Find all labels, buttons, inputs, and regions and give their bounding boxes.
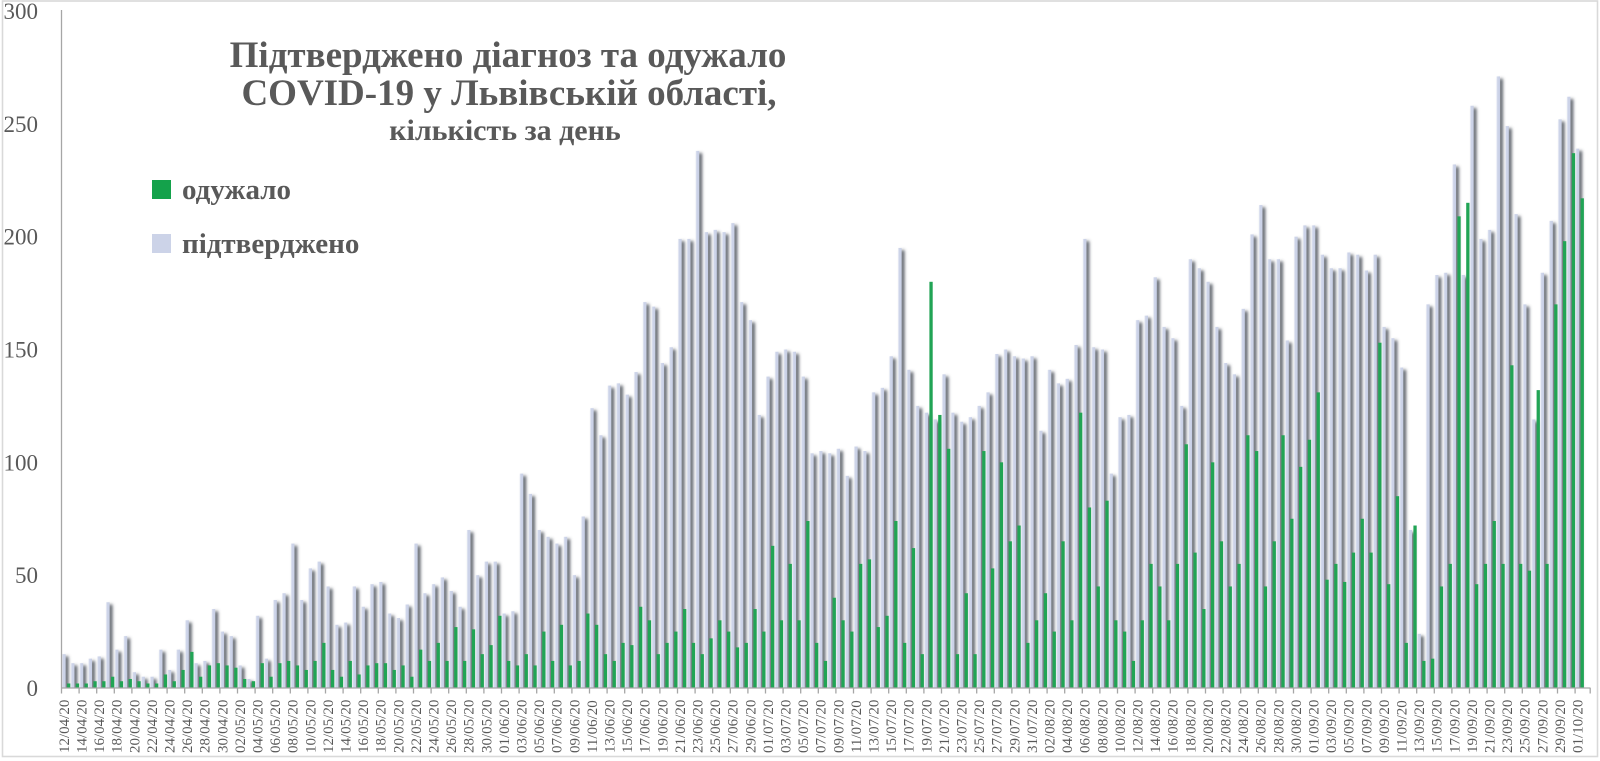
svg-text:08/05/20: 08/05/20	[286, 700, 302, 753]
svg-text:250: 250	[4, 112, 39, 137]
svg-text:03/09/20: 03/09/20	[1324, 700, 1340, 753]
svg-text:14/08/20: 14/08/20	[1148, 700, 1164, 753]
svg-text:09/09/20: 09/09/20	[1377, 700, 1393, 753]
svg-text:29/09/20: 29/09/20	[1553, 700, 1569, 753]
svg-text:14/04/20: 14/04/20	[75, 700, 91, 753]
svg-text:18/05/20: 18/05/20	[374, 700, 390, 753]
svg-text:01/10/20: 01/10/20	[1571, 700, 1587, 753]
svg-text:13/09/20: 13/09/20	[1412, 700, 1428, 753]
svg-text:15/09/20: 15/09/20	[1430, 700, 1446, 753]
svg-text:одужало: одужало	[182, 174, 291, 206]
svg-text:01/07/20: 01/07/20	[761, 700, 777, 753]
svg-text:04/08/20: 04/08/20	[1060, 700, 1076, 753]
svg-text:23/06/20: 23/06/20	[691, 700, 707, 753]
svg-text:03/06/20: 03/06/20	[515, 700, 531, 753]
svg-text:29/06/20: 29/06/20	[743, 700, 759, 753]
svg-text:23/09/20: 23/09/20	[1500, 700, 1516, 753]
svg-text:12/08/20: 12/08/20	[1131, 700, 1147, 753]
svg-text:11/09/20: 11/09/20	[1395, 700, 1411, 753]
svg-text:06/08/20: 06/08/20	[1078, 700, 1094, 753]
svg-text:10/08/20: 10/08/20	[1113, 700, 1129, 753]
svg-text:01/06/20: 01/06/20	[497, 700, 513, 753]
svg-text:300: 300	[4, 0, 39, 24]
svg-text:03/07/20: 03/07/20	[779, 700, 795, 753]
svg-text:19/09/20: 19/09/20	[1465, 700, 1481, 753]
svg-text:Підтверджено діагноз та одужал: Підтверджено діагноз та одужало	[230, 35, 787, 76]
svg-text:20/08/20: 20/08/20	[1201, 700, 1217, 753]
svg-text:26/04/20: 26/04/20	[180, 700, 196, 753]
svg-text:21/06/20: 21/06/20	[673, 700, 689, 753]
svg-text:18/08/20: 18/08/20	[1183, 700, 1199, 753]
svg-text:30/08/20: 30/08/20	[1289, 700, 1305, 753]
svg-text:02/08/20: 02/08/20	[1043, 700, 1059, 753]
svg-text:0: 0	[27, 676, 39, 701]
svg-text:підтверджено: підтверджено	[182, 228, 359, 260]
svg-text:11/07/20: 11/07/20	[849, 700, 865, 753]
svg-text:09/06/20: 09/06/20	[567, 700, 583, 753]
svg-text:28/08/20: 28/08/20	[1271, 700, 1287, 753]
svg-text:17/06/20: 17/06/20	[638, 700, 654, 753]
svg-text:16/08/20: 16/08/20	[1166, 700, 1182, 753]
svg-text:26/08/20: 26/08/20	[1254, 700, 1270, 753]
svg-text:COVID-19 у Львівській області,: COVID-19 у Львівській області,	[241, 73, 776, 114]
svg-text:22/05/20: 22/05/20	[409, 700, 425, 753]
svg-text:18/04/20: 18/04/20	[110, 700, 126, 753]
svg-text:21/07/20: 21/07/20	[937, 700, 953, 753]
svg-text:07/09/20: 07/09/20	[1359, 700, 1375, 753]
svg-text:23/07/20: 23/07/20	[955, 700, 971, 753]
svg-text:19/06/20: 19/06/20	[655, 700, 671, 753]
svg-text:05/07/20: 05/07/20	[796, 700, 812, 753]
svg-text:14/05/20: 14/05/20	[339, 700, 355, 753]
svg-text:04/05/20: 04/05/20	[251, 700, 267, 753]
svg-text:05/06/20: 05/06/20	[532, 700, 548, 753]
svg-text:30/04/20: 30/04/20	[215, 700, 231, 753]
svg-text:кількість за день: кількість за день	[389, 114, 621, 147]
svg-text:50: 50	[15, 563, 38, 588]
svg-text:12/05/20: 12/05/20	[321, 700, 337, 753]
svg-text:28/04/20: 28/04/20	[198, 700, 214, 753]
svg-text:16/05/20: 16/05/20	[356, 700, 372, 753]
svg-text:25/06/20: 25/06/20	[708, 700, 724, 753]
svg-text:27/09/20: 27/09/20	[1535, 700, 1551, 753]
svg-text:28/05/20: 28/05/20	[462, 700, 478, 753]
svg-text:05/09/20: 05/09/20	[1342, 700, 1358, 753]
svg-text:27/06/20: 27/06/20	[726, 700, 742, 753]
svg-text:24/08/20: 24/08/20	[1236, 700, 1252, 753]
svg-text:26/05/20: 26/05/20	[444, 700, 460, 753]
svg-text:22/04/20: 22/04/20	[145, 700, 161, 753]
svg-text:20/04/20: 20/04/20	[127, 700, 143, 753]
svg-text:24/05/20: 24/05/20	[427, 700, 443, 753]
svg-text:17/09/20: 17/09/20	[1447, 700, 1463, 753]
svg-text:15/06/20: 15/06/20	[620, 700, 636, 753]
svg-text:100: 100	[4, 450, 39, 475]
svg-text:29/07/20: 29/07/20	[1007, 700, 1023, 753]
svg-text:31/07/20: 31/07/20	[1025, 700, 1041, 753]
svg-text:13/06/20: 13/06/20	[603, 700, 619, 753]
svg-text:27/07/20: 27/07/20	[990, 700, 1006, 753]
svg-text:22/08/20: 22/08/20	[1219, 700, 1235, 753]
svg-text:21/09/20: 21/09/20	[1483, 700, 1499, 753]
svg-text:20/05/20: 20/05/20	[391, 700, 407, 753]
svg-text:25/07/20: 25/07/20	[972, 700, 988, 753]
svg-text:11/06/20: 11/06/20	[585, 700, 601, 753]
svg-text:17/07/20: 17/07/20	[902, 700, 918, 753]
svg-text:01/09/20: 01/09/20	[1307, 700, 1323, 753]
svg-text:13/07/20: 13/07/20	[867, 700, 883, 753]
svg-text:30/05/20: 30/05/20	[479, 700, 495, 753]
svg-text:25/09/20: 25/09/20	[1518, 700, 1534, 753]
svg-text:150: 150	[4, 338, 39, 363]
svg-text:19/07/20: 19/07/20	[919, 700, 935, 753]
svg-text:12/04/20: 12/04/20	[57, 700, 73, 753]
svg-text:10/05/20: 10/05/20	[303, 700, 319, 753]
svg-text:16/04/20: 16/04/20	[92, 700, 108, 753]
svg-text:02/05/20: 02/05/20	[233, 700, 249, 753]
svg-text:09/07/20: 09/07/20	[831, 700, 847, 753]
svg-text:07/07/20: 07/07/20	[814, 700, 830, 753]
svg-text:24/04/20: 24/04/20	[163, 700, 179, 753]
svg-text:07/06/20: 07/06/20	[550, 700, 566, 753]
svg-text:06/05/20: 06/05/20	[268, 700, 284, 753]
svg-text:200: 200	[4, 225, 39, 250]
svg-text:15/07/20: 15/07/20	[884, 700, 900, 753]
svg-text:08/08/20: 08/08/20	[1095, 700, 1111, 753]
